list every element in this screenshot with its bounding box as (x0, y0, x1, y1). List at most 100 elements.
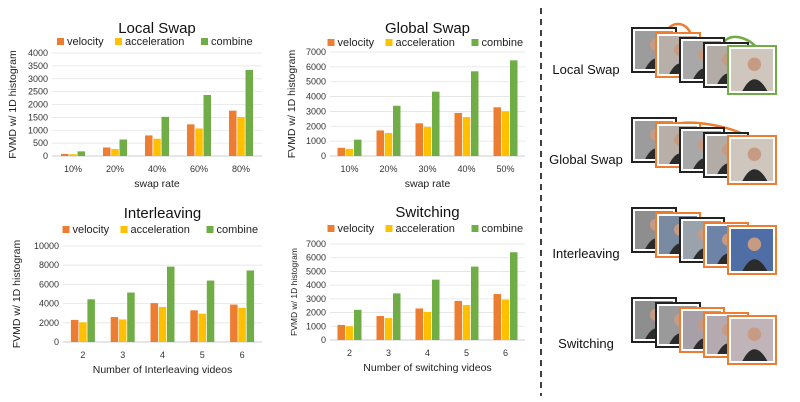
y-tick-label: 1000 (306, 136, 326, 146)
legend-label-acceleration: acceleration (396, 223, 455, 235)
chart-title: Local Swap (118, 20, 196, 37)
bar-combine-40% (471, 71, 479, 156)
frame-stack-1 (631, 22, 777, 95)
x-tick-label: 80% (232, 164, 250, 174)
frame-stack-4 (631, 297, 777, 365)
bar-acceleration-4 (158, 306, 167, 342)
bar-acceleration-4 (423, 311, 432, 340)
bar-combine-80% (245, 69, 253, 156)
y-tick-label: 2000 (306, 121, 326, 131)
bar-combine-4 (167, 266, 175, 342)
bar-combine-3 (127, 292, 135, 342)
bar-combine-2 (354, 309, 362, 340)
chart-title: Switching (395, 204, 459, 221)
bar-acceleration-2 (345, 326, 354, 340)
y-tick-label: 3500 (28, 61, 48, 71)
y-tick-label: 1500 (28, 112, 48, 122)
x-tick-label: 20% (379, 164, 397, 174)
legend-swatch-acceleration (115, 38, 122, 45)
x-tick-label: 50% (496, 164, 514, 174)
video-frame (727, 315, 777, 365)
y-axis-label: FVMD w/ 1D histogram (11, 239, 23, 348)
video-frame (727, 135, 777, 185)
bar-velocity-6 (493, 294, 501, 340)
bar-velocity-10% (61, 153, 69, 156)
y-axis-label: FVMD w/ 1D histogram (7, 50, 19, 159)
x-tick-label: 4 (160, 350, 165, 360)
side-label-switching: Switching (558, 336, 614, 351)
legend-swatch-velocity (327, 225, 335, 232)
legend-label-velocity: velocity (338, 223, 375, 235)
frame-stack-2 (631, 117, 777, 185)
x-tick-label: 4 (425, 348, 430, 358)
x-tick-label: 10% (340, 164, 358, 174)
bar-velocity-20% (103, 147, 111, 156)
bar-velocity-10% (337, 147, 345, 156)
bar-velocity-50% (493, 107, 501, 156)
bar-combine-50% (510, 60, 518, 156)
bar-combine-4 (432, 279, 440, 340)
x-tick-label: 3 (120, 350, 125, 360)
legend-label-acceleration: acceleration (131, 224, 190, 236)
x-tick-label: 20% (106, 164, 124, 174)
legend-label-combine: combine (482, 223, 524, 235)
x-tick-label: 5 (464, 348, 469, 358)
y-axis-label: FVMD w/ 1D histogram (286, 49, 298, 158)
bar-velocity-2 (337, 324, 345, 340)
y-tick-label: 4000 (306, 280, 326, 290)
legend-label-velocity: velocity (73, 224, 110, 236)
x-tick-label: 40% (148, 164, 166, 174)
x-tick-label: 2 (80, 350, 85, 360)
x-tick-label: 40% (457, 164, 475, 174)
bar-velocity-4 (415, 308, 423, 340)
y-tick-label: 10000 (34, 241, 59, 251)
bar-acceleration-2 (79, 322, 87, 342)
legend-label-combine: combine (217, 224, 259, 236)
bar-acceleration-6 (238, 307, 246, 342)
bar-acceleration-5 (198, 313, 207, 342)
y-tick-label: 0 (43, 151, 48, 161)
chart-switching: Switching velocity acceleration combine 0 100… (289, 204, 525, 374)
y-tick-label: 4000 (306, 92, 326, 102)
x-tick-label: 6 (503, 348, 508, 358)
bar-acceleration-6 (501, 299, 510, 340)
y-tick-label: 7000 (306, 239, 326, 249)
chart-global-swap: Global Swap velocity acceleration combine 0 1… (286, 20, 525, 190)
bar-combine-5 (471, 266, 479, 340)
bar-velocity-4 (150, 303, 158, 342)
bar-combine-6 (246, 270, 255, 342)
legend-swatch-velocity (62, 226, 70, 233)
chart-interleaving: Interleaving velocity acceleration combine 0… (11, 205, 262, 376)
bar-velocity-5 (190, 310, 198, 342)
legend-swatch-acceleration (385, 39, 393, 46)
bar-velocity-5 (454, 300, 462, 340)
legend-swatch-acceleration (120, 226, 128, 233)
side-label-global-swap: Global Swap (549, 152, 623, 167)
bar-acceleration-3 (118, 319, 127, 342)
bar-combine-3 (393, 293, 401, 340)
x-tick-label: 6 (240, 350, 245, 360)
bar-acceleration-50% (501, 111, 510, 156)
bar-velocity-3 (376, 316, 384, 340)
bar-combine-10% (354, 139, 362, 156)
x-axis-label: swap rate (405, 178, 451, 190)
side-label-local-swap: Local Swap (552, 62, 619, 77)
y-tick-label: 8000 (39, 260, 59, 270)
side-label-interleaving: Interleaving (552, 246, 619, 261)
bar-velocity-20% (376, 130, 384, 156)
bar-velocity-2 (70, 319, 79, 342)
y-tick-label: 5000 (306, 77, 326, 87)
legend-label-acceleration: acceleration (396, 37, 455, 49)
bar-acceleration-20% (384, 132, 393, 156)
x-axis-label: swap rate (134, 178, 180, 190)
y-tick-label: 2500 (28, 87, 48, 97)
legend-swatch-combine (471, 225, 479, 232)
bar-combine-10% (77, 151, 85, 156)
legend-swatch-combine (206, 226, 214, 233)
bar-acceleration-30% (423, 126, 432, 156)
bar-velocity-40% (145, 135, 153, 156)
y-tick-label: 0 (54, 337, 59, 347)
x-tick-label: 5 (200, 350, 205, 360)
